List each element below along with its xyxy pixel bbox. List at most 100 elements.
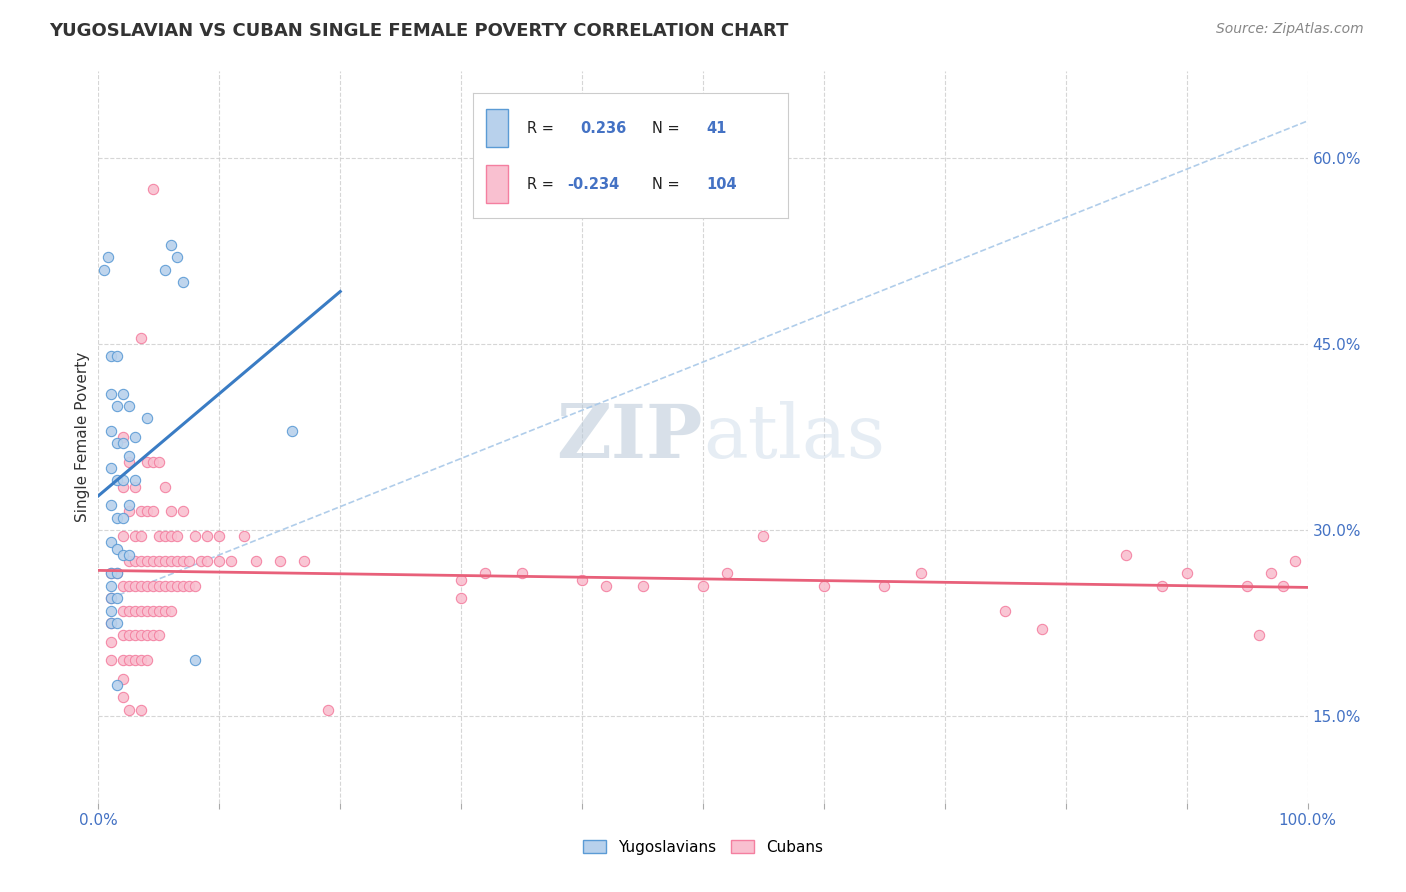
Point xyxy=(153,579,176,593)
Point xyxy=(100,566,122,581)
Point xyxy=(100,634,122,648)
Text: atlas: atlas xyxy=(703,401,886,474)
Point xyxy=(221,554,243,568)
Point xyxy=(184,529,207,543)
Point xyxy=(129,628,152,642)
Point xyxy=(100,566,122,581)
Point xyxy=(97,250,120,264)
Point xyxy=(166,554,188,568)
Point xyxy=(153,554,176,568)
Point xyxy=(100,604,122,618)
Point xyxy=(105,615,128,630)
Point xyxy=(142,182,165,196)
Text: ZIP: ZIP xyxy=(557,401,703,474)
Point xyxy=(100,591,122,606)
Point xyxy=(142,628,165,642)
Point xyxy=(910,566,932,581)
Point xyxy=(105,566,128,581)
Point xyxy=(166,250,188,264)
Point xyxy=(450,591,472,606)
Point xyxy=(100,424,122,438)
Point xyxy=(118,628,141,642)
Point xyxy=(195,554,218,568)
Point xyxy=(148,455,170,469)
Point xyxy=(118,653,141,667)
Point xyxy=(1260,566,1282,581)
Point xyxy=(1031,622,1053,636)
Text: YUGOSLAVIAN VS CUBAN SINGLE FEMALE POVERTY CORRELATION CHART: YUGOSLAVIAN VS CUBAN SINGLE FEMALE POVER… xyxy=(49,22,789,40)
Point xyxy=(142,554,165,568)
Point xyxy=(129,579,152,593)
Point xyxy=(111,628,134,642)
Point xyxy=(118,548,141,562)
Point xyxy=(105,474,128,488)
Point xyxy=(245,554,267,568)
Point xyxy=(179,554,201,568)
Point xyxy=(153,480,176,494)
Point xyxy=(100,386,122,401)
Point xyxy=(111,529,134,543)
Legend: Yugoslavians, Cubans: Yugoslavians, Cubans xyxy=(576,834,830,861)
Point xyxy=(153,262,176,277)
Point xyxy=(105,541,128,556)
Point xyxy=(208,554,231,568)
Point xyxy=(281,424,304,438)
Point xyxy=(148,529,170,543)
Point xyxy=(172,579,194,593)
Point xyxy=(148,579,170,593)
Point xyxy=(135,455,157,469)
Point xyxy=(105,591,128,606)
Point xyxy=(111,430,134,444)
Point xyxy=(124,430,146,444)
Point xyxy=(1249,628,1271,642)
Point xyxy=(105,350,128,364)
Point xyxy=(124,480,146,494)
Point xyxy=(1272,579,1295,593)
Point xyxy=(111,480,134,494)
Point xyxy=(160,579,183,593)
Point xyxy=(100,350,122,364)
Point xyxy=(124,554,146,568)
Y-axis label: Single Female Poverty: Single Female Poverty xyxy=(75,352,90,522)
Point xyxy=(172,554,194,568)
Point xyxy=(111,653,134,667)
Point xyxy=(153,604,176,618)
Point xyxy=(208,529,231,543)
Point xyxy=(118,449,141,463)
Point xyxy=(129,554,152,568)
Point xyxy=(118,504,141,518)
Point xyxy=(111,386,134,401)
Point xyxy=(631,579,654,593)
Point xyxy=(172,275,194,289)
Point xyxy=(105,510,128,524)
Point xyxy=(184,579,207,593)
Point xyxy=(111,548,134,562)
Point xyxy=(1152,579,1174,593)
Point xyxy=(111,474,134,488)
Point xyxy=(100,535,122,549)
Point xyxy=(142,504,165,518)
Point xyxy=(124,653,146,667)
Point xyxy=(148,628,170,642)
Point xyxy=(166,529,188,543)
Point xyxy=(166,579,188,593)
Point xyxy=(135,504,157,518)
Point xyxy=(118,579,141,593)
Point xyxy=(111,672,134,686)
Point xyxy=(474,566,496,581)
Point xyxy=(118,604,141,618)
Point xyxy=(105,566,128,581)
Point xyxy=(135,628,157,642)
Point xyxy=(316,703,339,717)
Point xyxy=(994,604,1017,618)
Point xyxy=(135,653,157,667)
Point xyxy=(571,573,593,587)
Point xyxy=(813,579,835,593)
Point xyxy=(135,554,157,568)
Point xyxy=(148,604,170,618)
Point xyxy=(111,604,134,618)
Point xyxy=(129,703,152,717)
Point xyxy=(135,604,157,618)
Point xyxy=(153,529,176,543)
Point xyxy=(129,604,152,618)
